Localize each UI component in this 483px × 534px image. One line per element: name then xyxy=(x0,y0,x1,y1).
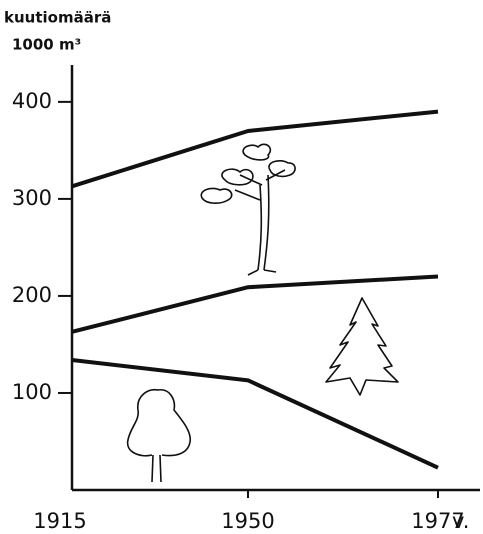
y-axis-unit: 1000 m³ xyxy=(12,36,81,54)
boundary-line xyxy=(71,109,439,189)
boundary-line xyxy=(71,274,439,334)
y-tick-label: 100 xyxy=(12,380,52,404)
deciduous-icon xyxy=(126,388,192,483)
boundary-line xyxy=(71,357,439,470)
x-tick-label: 1950 xyxy=(221,509,274,533)
y-tick-label: 200 xyxy=(12,283,52,307)
x-axis-title: v. xyxy=(452,509,469,533)
y-axis-title: kuutiomäärä xyxy=(4,9,111,27)
x-tick-label: 1977 xyxy=(411,509,464,533)
x-tick-label: 1915 xyxy=(33,509,86,533)
y-tick-label: 400 xyxy=(12,89,52,113)
y-tick-label: 300 xyxy=(12,186,52,210)
pine-icon xyxy=(200,143,296,276)
spruce-icon xyxy=(325,297,399,396)
